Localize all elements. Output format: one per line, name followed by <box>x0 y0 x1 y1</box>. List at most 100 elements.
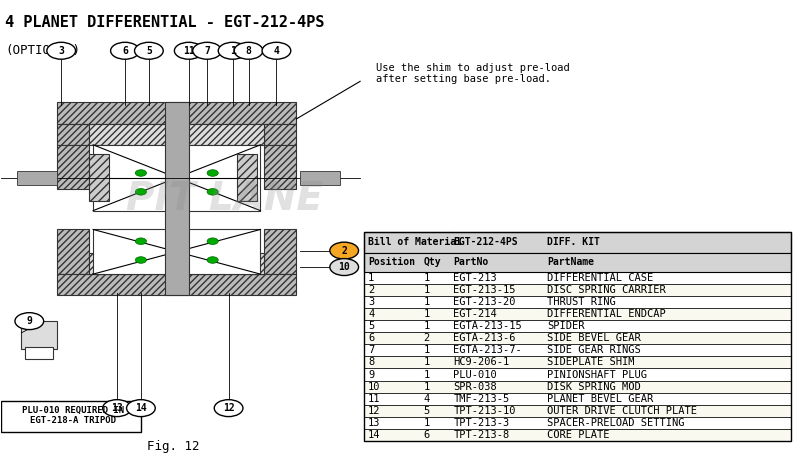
Text: Qty: Qty <box>423 257 441 267</box>
Circle shape <box>214 400 243 417</box>
Text: 1: 1 <box>423 418 430 428</box>
FancyBboxPatch shape <box>364 393 790 405</box>
Text: 12: 12 <box>222 403 234 413</box>
Bar <box>165 103 189 295</box>
Text: 5: 5 <box>423 406 430 416</box>
FancyBboxPatch shape <box>364 308 790 320</box>
FancyBboxPatch shape <box>2 401 141 432</box>
Bar <box>57 103 296 123</box>
Bar <box>57 229 89 274</box>
FancyBboxPatch shape <box>364 357 790 368</box>
Bar <box>93 145 261 210</box>
FancyBboxPatch shape <box>364 253 790 272</box>
Circle shape <box>174 42 203 59</box>
FancyBboxPatch shape <box>364 368 790 381</box>
Text: EGT-214: EGT-214 <box>454 309 497 319</box>
Text: 4: 4 <box>368 309 374 319</box>
FancyBboxPatch shape <box>364 417 790 429</box>
FancyBboxPatch shape <box>364 332 790 344</box>
Text: 14: 14 <box>135 403 146 413</box>
Text: PartNo: PartNo <box>454 257 489 267</box>
Circle shape <box>218 42 247 59</box>
Circle shape <box>193 42 222 59</box>
Circle shape <box>207 189 218 195</box>
Text: 8: 8 <box>368 358 374 368</box>
Text: DISK SPRING MOD: DISK SPRING MOD <box>547 382 641 392</box>
Bar <box>18 171 57 185</box>
Text: DIFFERENTIAL CASE: DIFFERENTIAL CASE <box>547 273 654 283</box>
Text: TPT-213-8: TPT-213-8 <box>454 430 510 440</box>
Text: SIDEPLATE SHIM: SIDEPLATE SHIM <box>547 358 634 368</box>
Text: (OPTIONAL): (OPTIONAL) <box>6 44 80 57</box>
Text: SIDE BEVEL GEAR: SIDE BEVEL GEAR <box>547 333 641 343</box>
Text: SPACER-PRELOAD SETTING: SPACER-PRELOAD SETTING <box>547 418 685 428</box>
Circle shape <box>135 238 146 245</box>
Text: 6: 6 <box>423 430 430 440</box>
Text: 9: 9 <box>368 369 374 379</box>
Text: 9: 9 <box>26 316 32 326</box>
Text: 3: 3 <box>368 297 374 307</box>
FancyBboxPatch shape <box>364 296 790 308</box>
Text: 1: 1 <box>423 345 430 355</box>
Text: 1: 1 <box>423 321 430 331</box>
Text: 1: 1 <box>423 273 430 283</box>
Text: DIFFERENTIAL ENDCAP: DIFFERENTIAL ENDCAP <box>547 309 666 319</box>
Circle shape <box>207 257 218 263</box>
Circle shape <box>207 170 218 176</box>
Bar <box>57 123 89 145</box>
Text: DISC SPRING CARRIER: DISC SPRING CARRIER <box>547 285 666 295</box>
Text: Bill of Material: Bill of Material <box>368 237 462 247</box>
Bar <box>89 123 265 145</box>
FancyBboxPatch shape <box>364 405 790 417</box>
Circle shape <box>110 42 139 59</box>
FancyBboxPatch shape <box>364 232 790 253</box>
Text: 2: 2 <box>423 333 430 343</box>
Circle shape <box>134 42 163 59</box>
Bar <box>364 232 790 441</box>
Text: TPT-213-10: TPT-213-10 <box>454 406 516 416</box>
Text: EGT-213: EGT-213 <box>454 273 497 283</box>
Text: 1: 1 <box>423 358 430 368</box>
Circle shape <box>102 400 131 417</box>
Text: EGTA-213-15: EGTA-213-15 <box>454 321 522 331</box>
Text: TMF-213-5: TMF-213-5 <box>454 394 510 404</box>
Text: 1: 1 <box>423 382 430 392</box>
Text: 5: 5 <box>146 46 152 56</box>
Circle shape <box>330 259 358 276</box>
Text: 2: 2 <box>368 285 374 295</box>
Bar <box>89 154 109 201</box>
Text: PartName: PartName <box>547 257 594 267</box>
FancyBboxPatch shape <box>364 381 790 393</box>
Text: 5: 5 <box>368 321 374 331</box>
Text: 11: 11 <box>183 46 194 56</box>
Text: SIDE GEAR RINGS: SIDE GEAR RINGS <box>547 345 641 355</box>
Bar <box>26 347 54 359</box>
Text: 4: 4 <box>423 394 430 404</box>
Bar <box>237 154 257 201</box>
Bar <box>265 123 296 145</box>
Text: 10: 10 <box>368 382 381 392</box>
Text: 2: 2 <box>342 245 347 255</box>
Text: Position: Position <box>368 257 415 267</box>
FancyBboxPatch shape <box>364 272 790 284</box>
Text: PLU-010 REQUIRED IN
EGT-218-A TRIPOD: PLU-010 REQUIRED IN EGT-218-A TRIPOD <box>22 405 124 425</box>
Text: SPIDER: SPIDER <box>547 321 585 331</box>
Text: PINIONSHAFT PLUG: PINIONSHAFT PLUG <box>547 369 647 379</box>
FancyBboxPatch shape <box>364 344 790 357</box>
Text: 10: 10 <box>338 262 350 272</box>
Text: 4: 4 <box>274 46 279 56</box>
Text: TPT-213-3: TPT-213-3 <box>454 418 510 428</box>
Text: 8: 8 <box>246 46 251 56</box>
Text: EGT-213-15: EGT-213-15 <box>454 285 516 295</box>
Text: 1: 1 <box>423 369 430 379</box>
Text: 14: 14 <box>368 430 381 440</box>
Bar <box>300 171 340 185</box>
Text: 1: 1 <box>423 297 430 307</box>
Circle shape <box>234 42 263 59</box>
Circle shape <box>126 400 155 417</box>
Circle shape <box>330 242 358 259</box>
Bar <box>265 229 296 274</box>
Circle shape <box>47 42 75 59</box>
Circle shape <box>135 189 146 195</box>
Text: 1: 1 <box>230 46 235 56</box>
